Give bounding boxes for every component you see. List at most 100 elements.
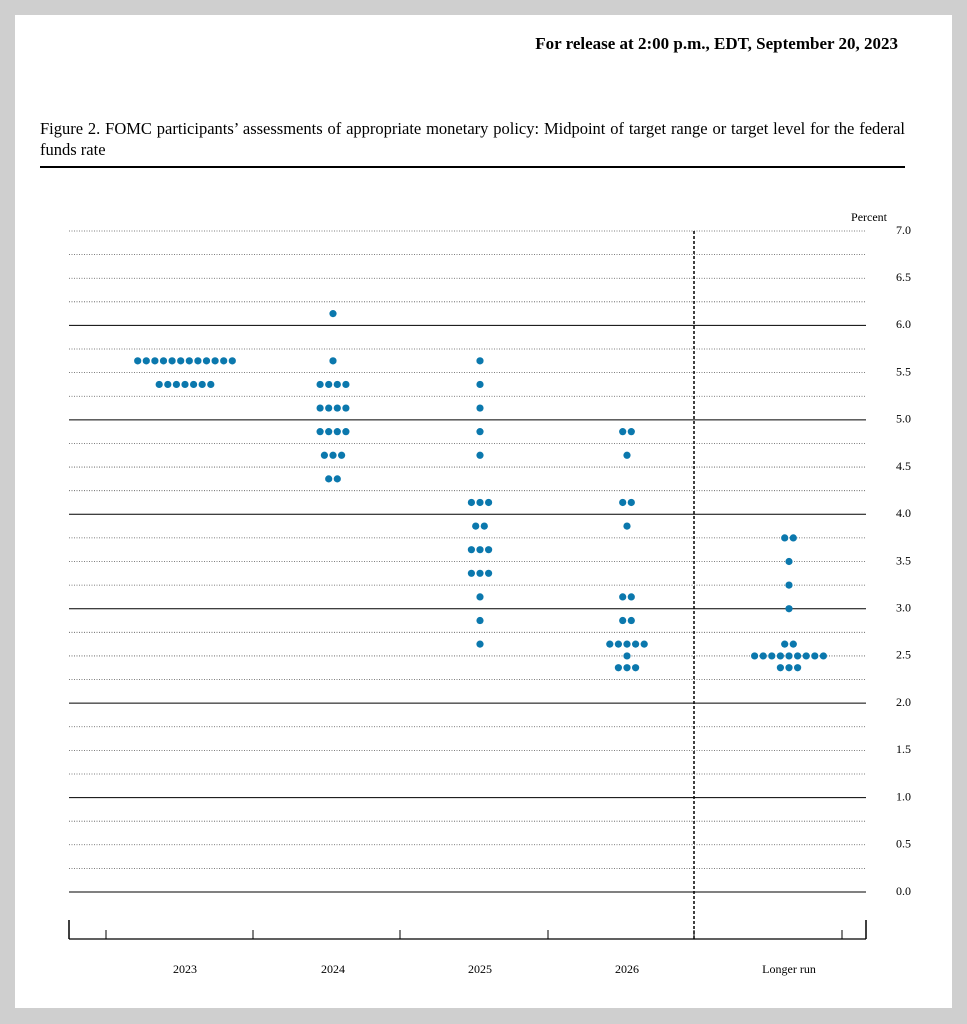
dot xyxy=(776,664,785,672)
x-tick-label: 2023 xyxy=(173,962,197,976)
dot xyxy=(155,380,163,389)
dot xyxy=(333,428,341,436)
y-tick-label: 7.0 xyxy=(896,223,911,237)
dot xyxy=(476,428,484,436)
dot xyxy=(194,357,202,365)
dot xyxy=(207,380,215,389)
dot xyxy=(467,569,475,577)
figure-caption: Figure 2. FOMC participants’ assessments… xyxy=(40,118,905,168)
dot xyxy=(619,616,627,625)
y-tick-label: 6.0 xyxy=(896,317,911,331)
dot xyxy=(785,605,793,613)
dot xyxy=(151,357,159,365)
dot xyxy=(751,652,759,660)
x-tick-label: 2026 xyxy=(615,962,639,976)
dot xyxy=(476,616,484,625)
dot xyxy=(164,380,172,389)
dot xyxy=(172,380,180,389)
x-tick-label: 2024 xyxy=(321,962,345,976)
dot xyxy=(472,522,480,530)
dot xyxy=(619,428,627,436)
dot xyxy=(476,451,484,459)
dot xyxy=(789,640,797,648)
dot xyxy=(333,475,341,483)
dot xyxy=(476,380,484,389)
dot xyxy=(134,357,142,365)
dot xyxy=(811,652,819,660)
dot xyxy=(785,557,793,566)
x-tick-label: 2025 xyxy=(468,962,492,976)
dot xyxy=(342,428,350,436)
dot xyxy=(627,498,635,507)
dot xyxy=(632,640,640,648)
dot xyxy=(325,380,333,389)
dot xyxy=(159,357,168,365)
dot xyxy=(640,640,648,648)
dot xyxy=(476,546,484,554)
dot xyxy=(785,652,793,660)
dot xyxy=(614,664,623,672)
release-header: For release at 2:00 p.m., EDT, September… xyxy=(535,34,898,53)
dot xyxy=(329,357,337,365)
dot xyxy=(333,380,341,389)
dot xyxy=(785,664,793,672)
dot xyxy=(802,652,810,660)
dot xyxy=(623,451,631,459)
dot xyxy=(485,498,493,507)
dot xyxy=(614,640,623,648)
dot xyxy=(329,451,337,459)
dot xyxy=(220,357,228,365)
dot xyxy=(211,357,219,365)
dot xyxy=(177,357,185,365)
dot xyxy=(619,593,627,601)
dot xyxy=(623,522,631,530)
dot xyxy=(168,357,176,365)
y-tick-label: 2.0 xyxy=(896,695,911,709)
dot xyxy=(623,664,631,672)
y-tick-label: 6.5 xyxy=(896,270,911,284)
y-tick-label: 4.0 xyxy=(896,506,911,520)
dot xyxy=(776,652,785,660)
y-tick-label: 1.0 xyxy=(896,789,911,803)
y-axis-label: Percent xyxy=(851,210,888,224)
dot xyxy=(476,640,484,648)
dot xyxy=(325,428,333,436)
dot xyxy=(316,380,324,389)
dot xyxy=(606,640,614,648)
y-tick-label: 0.5 xyxy=(896,837,911,851)
dot xyxy=(320,451,328,459)
dot xyxy=(785,581,793,589)
dot xyxy=(781,534,789,542)
page: For release at 2:00 p.m., EDT, September… xyxy=(15,15,952,1008)
chart: Percent 0.0 0.5 1.0 1.5 2.0 2.5 3.0 3.5 4.0 4.5 5.… xyxy=(68,210,911,976)
dot xyxy=(623,652,631,660)
dot xyxy=(476,593,484,601)
y-tick-label: 2.5 xyxy=(896,648,911,662)
dot xyxy=(768,652,776,660)
dot xyxy=(476,357,484,365)
dot xyxy=(228,357,236,365)
y-tick-label: 1.5 xyxy=(896,742,911,756)
dot xyxy=(627,593,635,601)
dot xyxy=(190,380,198,389)
dot xyxy=(476,498,484,507)
dot xyxy=(794,652,802,660)
dot xyxy=(623,640,631,648)
dot xyxy=(338,451,346,459)
dot xyxy=(333,404,341,412)
y-tick-label: 5.0 xyxy=(896,412,911,426)
dot xyxy=(627,428,635,436)
dot xyxy=(467,546,475,554)
dot xyxy=(185,357,193,365)
dot xyxy=(627,616,635,625)
dot xyxy=(476,569,484,577)
dot xyxy=(781,640,789,648)
dot xyxy=(316,428,324,436)
dot xyxy=(632,664,640,672)
y-tick-label: 3.5 xyxy=(896,553,911,567)
dot xyxy=(485,569,493,577)
dot xyxy=(759,652,767,660)
y-tick-label: 0.0 xyxy=(896,884,911,898)
dot xyxy=(476,404,484,412)
dot xyxy=(794,664,802,672)
